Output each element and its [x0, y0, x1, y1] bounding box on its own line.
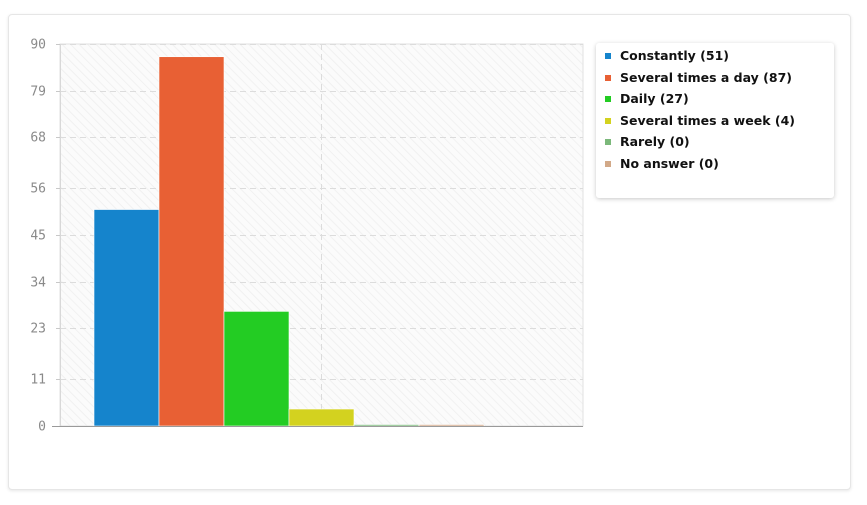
legend-swatch	[605, 96, 611, 102]
y-tick-label: 79	[30, 85, 46, 100]
y-tick-labels: 0 11 23 34 45 56 68 79 90	[30, 38, 46, 435]
legend-swatch	[605, 74, 611, 81]
bar[interactable]	[158, 56, 225, 427]
axes	[52, 44, 583, 427]
bar[interactable]	[288, 408, 355, 427]
y-tick-label: 34	[30, 276, 46, 291]
y-tick-label: 90	[30, 38, 46, 53]
legend-item[interactable]: Daily (27)	[596, 88, 834, 110]
legend-label: No answer (0)	[620, 155, 719, 171]
legend-label: Daily (27)	[620, 91, 689, 106]
legend-item[interactable]: Several times a week (4)	[596, 110, 834, 132]
bar[interactable]	[418, 424, 485, 427]
y-tick-label: 11	[30, 373, 46, 388]
grid-lines	[60, 44, 583, 426]
legend-swatch	[605, 160, 611, 167]
y-tick-label: 0	[38, 420, 46, 435]
legend-item[interactable]: Rarely (0)	[596, 131, 834, 153]
legend-swatch	[605, 117, 611, 124]
y-tick-label: 68	[30, 131, 46, 146]
legend-item[interactable]: Several times a day (87)	[596, 67, 834, 89]
legend-label: Several times a day (87)	[620, 69, 793, 85]
bar[interactable]	[223, 311, 290, 427]
bar[interactable]	[353, 424, 420, 427]
bars	[93, 56, 485, 427]
legend-swatch	[605, 53, 611, 59]
legend-item[interactable]: Constantly (51)	[596, 45, 834, 67]
y-tick-label: 56	[30, 182, 46, 197]
legend-swatch	[605, 139, 611, 145]
legend-label: Constantly (51)	[620, 48, 729, 63]
legend-label: Rarely (0)	[620, 134, 690, 149]
legend: Constantly (51) Several times a day (87)…	[596, 43, 834, 198]
legend-item[interactable]: No answer (0)	[596, 153, 834, 175]
legend-label: Several times a week (4)	[620, 112, 795, 128]
bar[interactable]	[93, 209, 160, 427]
y-tick-label: 23	[30, 322, 46, 337]
y-tick-label: 45	[30, 229, 46, 244]
